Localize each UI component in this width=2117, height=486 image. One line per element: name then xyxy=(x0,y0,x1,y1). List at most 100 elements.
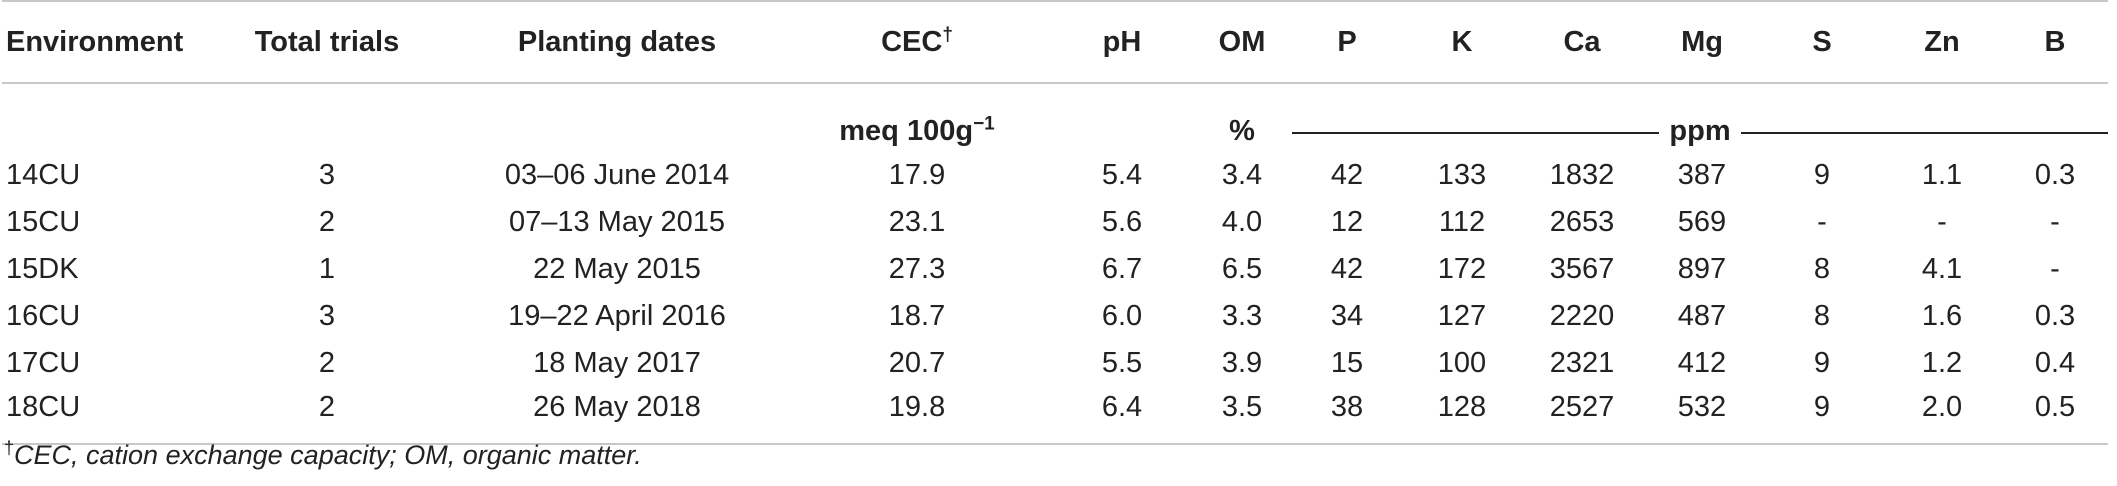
cell-s: 9 xyxy=(1762,387,1882,445)
cell-ca: 1832 xyxy=(1549,159,1615,191)
cell-total-trials: 2 xyxy=(318,347,336,379)
cell-planting-dates: 22 May 2015 xyxy=(533,253,701,285)
cell-s: 9 xyxy=(1813,159,1831,191)
cell-s: - xyxy=(1817,206,1827,238)
cell-p: 34 xyxy=(1330,300,1364,332)
cell-mg: 569 xyxy=(1677,206,1727,238)
cell-ph: 6.7 xyxy=(1101,253,1143,285)
header-cec-dagger: † xyxy=(942,23,953,45)
cell-zn: 1.1 xyxy=(1921,159,1963,191)
table-row: 14CU 3 03–06 June 2014 17.9 5.4 3.4 42 133 1832 3… xyxy=(2,152,2108,199)
cell-planting-dates: 19–22 April 2016 xyxy=(508,300,726,332)
cell-environment: 18CU xyxy=(2,387,202,445)
unit-cec: meq 100g−1 xyxy=(782,83,1052,152)
cell-cec: 27.3 xyxy=(888,253,946,285)
cell-om: 3.5 xyxy=(1192,387,1292,445)
cell-mg: 487 xyxy=(1677,300,1727,332)
cell-s: 9 xyxy=(1813,347,1831,379)
cell-planting-dates: 18 May 2017 xyxy=(533,347,701,379)
unit-cec-exponent: −1 xyxy=(973,113,995,135)
header-cec-label: CEC xyxy=(881,25,943,58)
cell-ph: 6.4 xyxy=(1052,387,1192,445)
table-row: 15CU 2 07–13 May 2015 23.1 5.6 4.0 12 112 2653 56… xyxy=(2,199,2108,246)
cell-ca: 3567 xyxy=(1549,253,1615,285)
cell-b: 0.5 xyxy=(2002,387,2108,445)
footnote-dagger: † xyxy=(4,438,15,458)
cell-cec: 19.8 xyxy=(782,387,1052,445)
ppm-rule-line: ppm xyxy=(1292,115,2108,148)
cell-ca: 2321 xyxy=(1549,347,1615,379)
table-body: meq 100g−1 % ppm 14CU 3 03–06 June 2014 17.… xyxy=(2,83,2108,445)
cell-k: 112 xyxy=(1438,206,1486,238)
cell-environment: 15CU xyxy=(6,206,81,238)
cell-b: - xyxy=(2050,206,2060,238)
cell-planting-dates: 26 May 2018 xyxy=(452,387,782,445)
header-om: OM xyxy=(1192,0,1292,84)
cell-b: - xyxy=(2050,253,2060,285)
cell-k: 127 xyxy=(1437,300,1487,332)
unit-ppm-span: ppm xyxy=(1292,83,2108,152)
header-ca: Ca xyxy=(1522,0,1642,84)
cell-total-trials: 1 xyxy=(318,253,336,285)
header-environment: Environment xyxy=(2,0,202,84)
cell-zn: 4.1 xyxy=(1921,253,1963,285)
cell-ca: 2653 xyxy=(1549,206,1615,238)
cell-total-trials: 2 xyxy=(202,387,452,445)
unit-ppm-label: ppm xyxy=(1669,115,1731,147)
cell-zn: 1.2 xyxy=(1921,347,1963,379)
unit-empty xyxy=(452,83,782,152)
cell-ph: 5.5 xyxy=(1101,347,1143,379)
cell-ph: 5.6 xyxy=(1101,206,1143,238)
cell-p: 15 xyxy=(1330,347,1364,379)
soil-properties-table-container: Environment Total trials Planting dates … xyxy=(2,0,2108,470)
header-planting-dates: Planting dates xyxy=(452,0,782,84)
header-k: K xyxy=(1402,0,1522,84)
footnote-text: CEC, cation exchange capacity; OM, organ… xyxy=(14,440,642,470)
cell-cec: 17.9 xyxy=(888,159,946,191)
cell-environment: 17CU xyxy=(6,347,81,379)
cell-mg: 897 xyxy=(1677,253,1727,285)
cell-p: 42 xyxy=(1330,253,1364,285)
cell-k: 172 xyxy=(1437,253,1487,285)
unit-empty xyxy=(202,83,452,152)
header-cec: CEC† xyxy=(782,0,1052,84)
cell-s: 8 xyxy=(1813,300,1831,332)
cell-cec: 23.1 xyxy=(888,206,946,238)
cell-planting-dates: 07–13 May 2015 xyxy=(508,206,726,238)
header-zn: Zn xyxy=(1882,0,2002,84)
cell-k: 100 xyxy=(1437,347,1487,379)
cell-b: 0.3 xyxy=(2034,159,2076,191)
header-mg: Mg xyxy=(1642,0,1762,84)
cell-total-trials: 2 xyxy=(318,206,336,238)
table-row: 17CU 2 18 May 2017 20.7 5.5 3.9 15 100 2321 412 9 1… xyxy=(2,340,2108,387)
cell-mg: 387 xyxy=(1677,159,1727,191)
header-s: S xyxy=(1762,0,1882,84)
cell-b: 0.4 xyxy=(2034,347,2076,379)
header-total-trials: Total trials xyxy=(202,0,452,84)
table-footnote: †CEC, cation exchange capacity; OM, orga… xyxy=(4,438,642,471)
cell-mg: 412 xyxy=(1677,347,1727,379)
cell-ph: 5.4 xyxy=(1101,159,1143,191)
header-b: B xyxy=(2002,0,2108,84)
cell-p: 12 xyxy=(1330,206,1364,238)
cell-s: 8 xyxy=(1813,253,1831,285)
unit-om: % xyxy=(1229,115,1255,147)
table-row: 16CU 3 19–22 April 2016 18.7 6.0 3.3 34 127 2220… xyxy=(2,293,2108,340)
unit-cec-label: meq 100g xyxy=(839,115,974,147)
cell-ca: 2220 xyxy=(1549,300,1615,332)
cell-cec: 18.7 xyxy=(888,300,946,332)
table-row: 15DK 1 22 May 2015 27.3 6.7 6.5 42 172 3567 897 8 4… xyxy=(2,246,2108,293)
cell-total-trials: 3 xyxy=(318,159,336,191)
header-p: P xyxy=(1292,0,1402,84)
cell-ca: 2527 xyxy=(1522,387,1642,445)
cell-zn: 1.6 xyxy=(1921,300,1963,332)
cell-environment: 14CU xyxy=(6,159,81,191)
cell-p: 38 xyxy=(1292,387,1402,445)
cell-k: 128 xyxy=(1402,387,1522,445)
cell-planting-dates: 03–06 June 2014 xyxy=(504,159,730,191)
cell-total-trials: 3 xyxy=(318,300,336,332)
cell-om: 3.3 xyxy=(1221,300,1263,332)
header-row: Environment Total trials Planting dates … xyxy=(2,0,2108,84)
cell-environment: 15DK xyxy=(6,253,79,285)
header-ph: pH xyxy=(1052,0,1192,84)
